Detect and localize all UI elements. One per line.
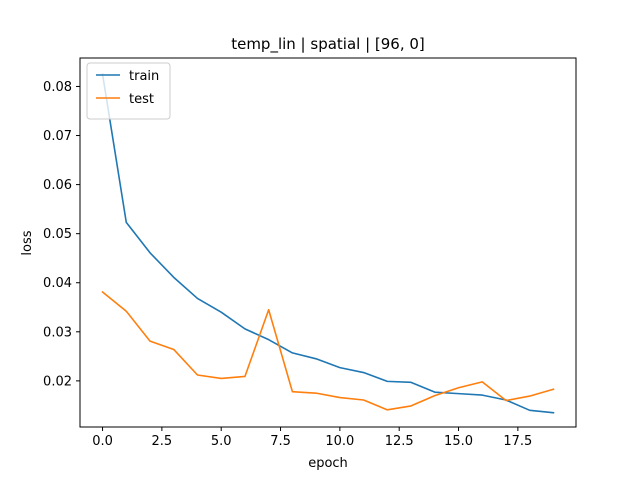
x-tick-label: 12.5 [385,434,414,449]
x-tick-label: 0.0 [92,434,113,449]
x-tick-label: 17.5 [503,434,532,449]
legend-label-train: train [129,69,159,84]
legend: train test [87,63,170,119]
x-axis-label: epoch [308,456,348,471]
x-tick-label: 5.0 [211,434,232,449]
y-tick-label: 0.02 [43,374,72,389]
x-tick-label: 7.5 [270,434,291,449]
y-tick-label: 0.08 [43,80,72,95]
y-tick-label: 0.03 [43,325,72,340]
y-tick-label: 0.07 [43,129,72,144]
x-tick-label: 10.0 [325,434,354,449]
x-tick-label: 2.5 [152,434,173,449]
y-tick-label: 0.04 [43,276,72,291]
legend-label-test: test [129,92,154,107]
x-tick-label: 15.0 [444,434,473,449]
y-axis-label: loss [20,230,35,255]
y-tick-label: 0.05 [43,227,72,242]
y-tick-label: 0.06 [43,178,72,193]
chart-title: temp_lin | spatial | [96, 0] [231,35,425,54]
